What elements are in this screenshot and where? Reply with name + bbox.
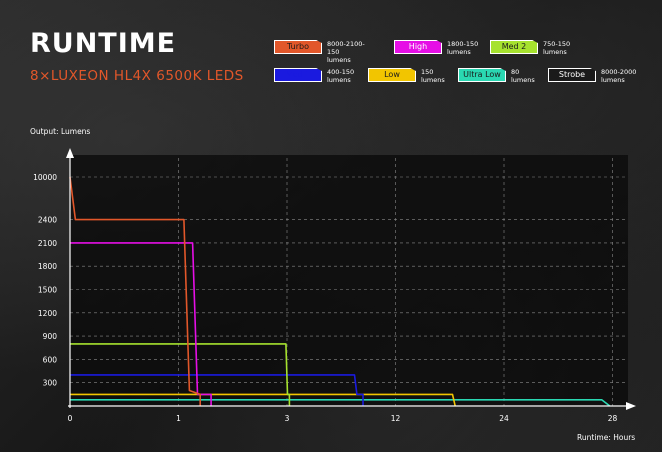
x-tick-label: 0 [68, 414, 73, 423]
page-title: RUNTIME [30, 28, 177, 59]
y-axis-title: Output: Lumens [30, 127, 91, 136]
legend-desc-line: 1800-150 [447, 40, 479, 48]
series-line-ultra-low [70, 398, 611, 407]
legend-desc-line: lumens [511, 76, 535, 84]
x-tick-label: 12 [391, 414, 401, 423]
legend-desc-ultra-low: 80 lumens [511, 68, 555, 84]
series-line-high [70, 242, 212, 406]
y-tick-label: 10000 [33, 173, 57, 182]
legend-desc-line: lumens [601, 76, 625, 84]
legend-desc-line: 8000-2100-150 [327, 40, 365, 56]
legend-desc-line: lumens [327, 76, 351, 84]
grid-lines [70, 158, 628, 406]
legend-desc-line: 80 [511, 68, 520, 76]
legend-desc-turbo: 8000-2100-150 lumens [327, 40, 371, 64]
series-line-med-1 [70, 374, 364, 406]
legend-desc-strobe: 8000-2000 lumens [601, 68, 645, 84]
y-tick-labels: 300 600 900 1200 1500 1800 2100 2400 10000 [33, 173, 57, 388]
legend-desc-line: 8000-2000 [601, 68, 637, 76]
y-tick-label: 300 [43, 379, 58, 388]
series-line-med-2 [70, 343, 291, 406]
y-tick-label: 600 [43, 355, 58, 364]
y-tick-label: 2400 [38, 216, 57, 225]
x-tick-label: 1 [176, 414, 181, 423]
legend-chip-low: Low [368, 68, 416, 82]
legend-chip-high: High [394, 40, 442, 54]
legend-chip-ultra-low: Ultra Low [458, 68, 506, 82]
y-tick-label: 1200 [38, 309, 57, 318]
legend-desc-line: 750-150 [543, 40, 571, 48]
legend-desc-med2: 750-150 lumens [543, 40, 587, 56]
legend-desc-line: lumens [447, 48, 471, 56]
legend-desc-med1: 400-150 lumens [327, 68, 371, 84]
y-tick-label: 1500 [38, 286, 57, 295]
legend-desc-high: 1800-150 lumens [447, 40, 491, 56]
legend-desc-line: 400-150 [327, 68, 355, 76]
legend-desc-low: 150 lumens [421, 68, 465, 84]
legend-chip-turbo: Turbo [274, 40, 322, 54]
series-line-turbo [69, 176, 201, 406]
legend-desc-line: lumens [327, 56, 351, 64]
plot-area [70, 155, 628, 407]
legend-chip-strobe: Strobe [548, 68, 596, 82]
x-axis-title: Runtime: Hours [577, 433, 636, 442]
series-layer [69, 176, 611, 407]
y-tick-label: 900 [43, 332, 58, 341]
legend-chip-med2: Med 2 [490, 40, 538, 54]
axes [66, 148, 636, 410]
legend-desc-line: lumens [543, 48, 567, 56]
page-subtitle: 8×LUXEON HL4X 6500K LEDS [30, 68, 244, 84]
x-axis-arrow-icon [626, 402, 636, 410]
x-tick-label: 28 [608, 414, 618, 423]
x-tick-label: 3 [285, 414, 290, 423]
x-tick-label: 24 [499, 414, 509, 423]
legend-chip-med1: Med 1 [274, 68, 322, 82]
y-axis-arrow-icon [66, 148, 74, 158]
x-tick-labels: 0 1 3 12 24 28 [68, 414, 618, 423]
legend-desc-line: 150 [421, 68, 434, 76]
legend-desc-line: lumens [421, 76, 445, 84]
y-tick-label: 2100 [38, 239, 57, 248]
y-tick-label: 1800 [38, 262, 57, 271]
